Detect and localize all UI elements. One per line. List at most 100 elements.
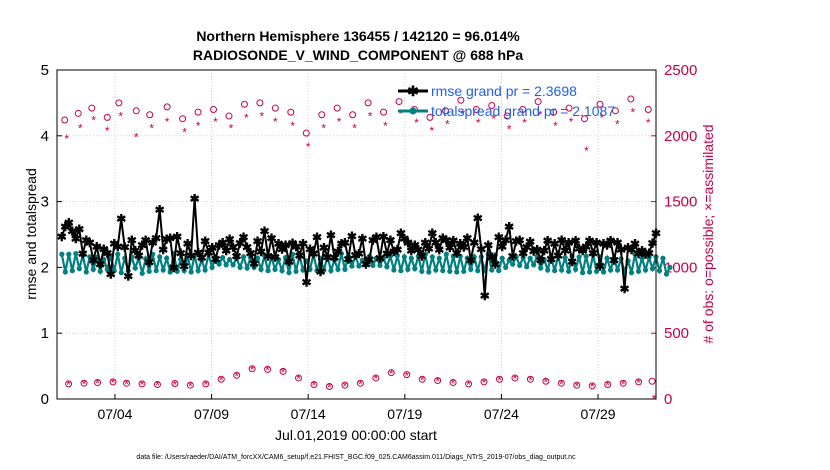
obs-assimilated-marker: * bbox=[124, 377, 129, 391]
obs-possible-marker bbox=[74, 109, 82, 117]
rmse-point: ✱ bbox=[427, 227, 437, 241]
totalspread-point bbox=[649, 266, 656, 272]
rmse-point: ✱ bbox=[343, 252, 353, 266]
obs-assimilated-marker: * bbox=[290, 119, 295, 133]
rmse-point: ✱ bbox=[350, 248, 360, 262]
rmse-point: ✱ bbox=[102, 246, 112, 260]
legend-rmse-marker: ✱ bbox=[407, 83, 419, 99]
totalspread-point bbox=[206, 251, 212, 257]
totalspread-point bbox=[635, 268, 642, 274]
obs-possible-marker bbox=[380, 108, 388, 116]
rmse-point: ✱ bbox=[172, 230, 182, 244]
rmse-point: ✱ bbox=[123, 269, 133, 283]
totalspread-point bbox=[538, 265, 544, 271]
obs-possible-marker bbox=[418, 375, 426, 383]
obs-possible-marker bbox=[264, 365, 272, 373]
rmse-point: ✱ bbox=[130, 244, 140, 258]
rmse-point: ✱ bbox=[225, 233, 235, 247]
rmse-point: ✱ bbox=[592, 236, 602, 250]
obs-possible-marker bbox=[88, 104, 96, 112]
obs-assimilated-marker: * bbox=[544, 375, 549, 389]
y-right-tick-label: 2000 bbox=[664, 128, 697, 145]
totalspread-point bbox=[604, 255, 610, 261]
totalspread-point bbox=[660, 255, 666, 261]
rmse-point: ✱ bbox=[260, 225, 270, 239]
totalspread-point bbox=[275, 256, 282, 263]
totalspread-point bbox=[279, 268, 285, 274]
totalspread-point bbox=[593, 268, 600, 274]
obs-assimilated-marker: * bbox=[250, 363, 255, 377]
rmse-point: ✱ bbox=[354, 247, 364, 261]
totalspread-point bbox=[614, 267, 621, 273]
totalspread-point bbox=[600, 269, 607, 275]
totalspread-point bbox=[401, 254, 407, 260]
rmse-point: ✱ bbox=[155, 203, 165, 217]
rmse-point: ✱ bbox=[371, 231, 381, 245]
obs-assimilated-marker: * bbox=[118, 110, 123, 124]
rmse-point: ✱ bbox=[616, 243, 626, 257]
obs-possible-marker bbox=[503, 112, 511, 120]
obs-assimilated-marker: * bbox=[265, 364, 270, 378]
obs-possible-marker bbox=[472, 105, 480, 113]
obs-possible-marker bbox=[395, 98, 403, 106]
totalspread-point bbox=[83, 269, 89, 275]
rmse-point: ✱ bbox=[647, 237, 657, 251]
rmse-point: ✱ bbox=[99, 242, 109, 256]
obs-assimilated-marker: * bbox=[234, 369, 239, 383]
obs-assimilated-marker: * bbox=[435, 375, 440, 389]
rmse-point: ✱ bbox=[532, 243, 542, 257]
rmse-point: ✱ bbox=[504, 220, 514, 234]
obs-assimilated-marker: * bbox=[383, 119, 388, 133]
obs-possible-marker bbox=[495, 375, 503, 383]
rmse-point: ✱ bbox=[480, 289, 490, 303]
obs-possible-marker bbox=[318, 111, 326, 119]
totalspread-point bbox=[80, 252, 86, 259]
rmse-point: ✱ bbox=[448, 234, 458, 248]
rmse-point: ✱ bbox=[623, 241, 633, 255]
rmse-point: ✱ bbox=[571, 234, 581, 248]
obs-possible-marker bbox=[225, 112, 233, 120]
rmse-point: ✱ bbox=[95, 258, 105, 272]
obs-assimilated-marker: * bbox=[358, 377, 363, 391]
obs-possible-marker bbox=[94, 379, 102, 387]
totalspread-point bbox=[240, 254, 247, 260]
rmse-point: ✱ bbox=[490, 258, 500, 272]
obs-possible-marker bbox=[403, 371, 411, 379]
obs-assimilated-marker: * bbox=[553, 119, 558, 133]
rmse-point: ✱ bbox=[183, 237, 193, 251]
obs-assimilated-marker: * bbox=[646, 116, 651, 130]
totalspread-point bbox=[433, 267, 439, 273]
y-right-tick-label: 0 bbox=[664, 391, 672, 408]
totalspread-point bbox=[111, 268, 117, 274]
totalspread-point bbox=[195, 268, 201, 274]
y-left-tick-label: 3 bbox=[41, 194, 49, 211]
rmse-point: ✱ bbox=[378, 230, 388, 244]
rmse-point: ✱ bbox=[424, 242, 434, 256]
totalspread-point bbox=[321, 267, 327, 273]
obs-assimilated-marker: * bbox=[173, 378, 178, 392]
obs-possible-marker bbox=[581, 115, 589, 123]
rmse-point: ✱ bbox=[267, 231, 277, 245]
totalspread-point bbox=[286, 270, 292, 276]
totalspread-point bbox=[646, 254, 652, 261]
obs-possible-marker bbox=[434, 377, 442, 385]
totalspread-point bbox=[69, 268, 75, 274]
totalspread-point bbox=[370, 262, 376, 269]
legend: ✱ rmse grand pr = 2.3698 totalspread gra… bbox=[398, 83, 615, 119]
rmse-point: ✱ bbox=[319, 241, 329, 255]
obs-possible-marker bbox=[115, 99, 123, 107]
totalspread-point bbox=[146, 268, 152, 274]
rmse-point: ✱ bbox=[557, 233, 567, 247]
totalspread-point bbox=[139, 270, 145, 276]
obs-possible-marker bbox=[387, 369, 395, 377]
rmse-point: ✱ bbox=[529, 244, 539, 258]
rmse-point: ✱ bbox=[497, 240, 507, 254]
totalspread-point bbox=[398, 268, 404, 274]
rmse-point: ✱ bbox=[606, 234, 616, 248]
rmse-point: ✱ bbox=[190, 192, 200, 206]
axis-ticks: 0 1 2 3 4 5 0 500 1000 1500 2000 2500 07/04 07/09 07/1… bbox=[41, 62, 698, 422]
obs-possible-marker bbox=[302, 129, 310, 137]
rmse-point: ✱ bbox=[413, 243, 423, 257]
rmse-point: ✱ bbox=[494, 231, 504, 245]
rmse-point: ✱ bbox=[204, 246, 214, 260]
